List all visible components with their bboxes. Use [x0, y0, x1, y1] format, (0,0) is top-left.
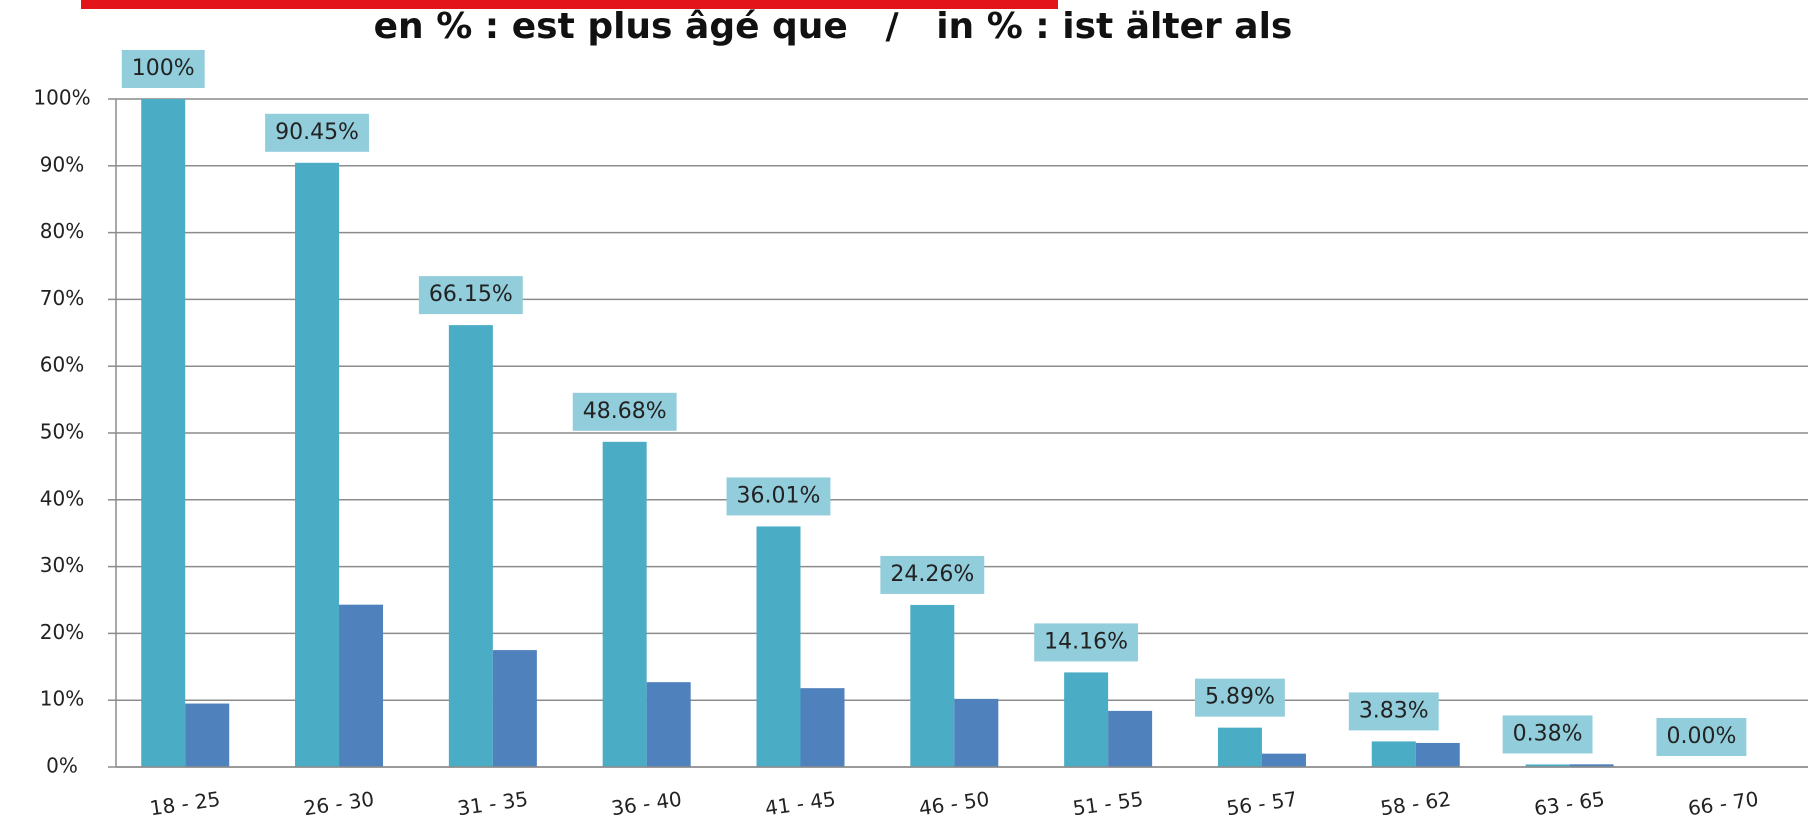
data-label: 0.00%: [1666, 724, 1736, 749]
bar: [1108, 710, 1153, 767]
data-label-box: [1348, 692, 1439, 731]
data-label: 66.15%: [429, 282, 513, 307]
data-label-box: [265, 113, 369, 152]
bar: [295, 162, 340, 767]
bar: [1217, 727, 1262, 767]
x-tick-label: 31 - 35: [456, 787, 529, 821]
bar: [448, 325, 493, 767]
bar: [1371, 741, 1416, 767]
x-tick-label: 41 - 45: [764, 787, 837, 821]
data-label-box: [1656, 718, 1747, 756]
bar: [646, 682, 691, 767]
header-bar: [81, 0, 1058, 9]
y-tick-label: 60%: [40, 353, 84, 377]
bar: [339, 604, 384, 767]
data-label-box: [121, 50, 205, 88]
y-tick-label: 80%: [40, 219, 84, 243]
data-label: 90.45%: [275, 120, 359, 145]
data-label-box: [1034, 623, 1139, 662]
x-tick-label: 51 - 55: [1071, 787, 1144, 821]
bar: [1569, 764, 1614, 767]
data-label-box: [418, 276, 523, 315]
x-tick-label: 18 - 25: [148, 787, 221, 821]
bar: [602, 441, 647, 767]
data-label: 3.83%: [1359, 698, 1429, 723]
y-tick-label: 30%: [40, 553, 84, 577]
y-tick-label: 40%: [40, 486, 84, 510]
x-tick-label: 36 - 40: [610, 787, 683, 821]
data-label-box: [880, 555, 985, 594]
bar: [1261, 753, 1306, 767]
data-label: 14.16%: [1044, 629, 1128, 654]
data-label-box: [1195, 678, 1285, 717]
bar: [141, 99, 186, 767]
bar: [1415, 742, 1460, 767]
bar: [800, 688, 845, 767]
data-label-box: [572, 392, 677, 431]
data-label: 0.38%: [1513, 721, 1583, 746]
y-tick-label: 100%: [33, 86, 90, 110]
x-tick-label: 56 - 57: [1225, 787, 1298, 821]
bar: [1525, 764, 1570, 767]
x-tick-label: 63 - 65: [1533, 787, 1606, 821]
data-label: 48.68%: [583, 399, 667, 424]
bar: [910, 604, 955, 767]
bar: [492, 650, 537, 767]
y-tick-label: 10%: [40, 687, 84, 711]
y-tick-label: 50%: [40, 420, 84, 444]
data-label-box: [1502, 715, 1593, 754]
bar: [954, 698, 999, 767]
data-label: 24.26%: [890, 562, 974, 587]
x-tick-label: 58 - 62: [1379, 787, 1452, 821]
data-label-box: [726, 477, 831, 516]
data-label: 5.89%: [1205, 685, 1275, 710]
x-tick-label: 66 - 70: [1686, 787, 1759, 821]
y-tick-label: 70%: [40, 286, 84, 310]
x-tick-label: 46 - 50: [917, 787, 990, 821]
y-tick-label: 90%: [40, 152, 84, 176]
y-tick-label: 20%: [40, 620, 84, 644]
bar: [1064, 672, 1109, 767]
data-label: 36.01%: [737, 483, 821, 508]
chart-title: en % : est plus âgé que / in % : ist ält…: [374, 6, 1293, 47]
bar: [756, 526, 801, 767]
data-label: 100%: [132, 56, 195, 81]
bar: [185, 703, 230, 767]
y-tick-label: 0%: [46, 754, 78, 778]
x-tick-label: 26 - 30: [302, 787, 375, 821]
